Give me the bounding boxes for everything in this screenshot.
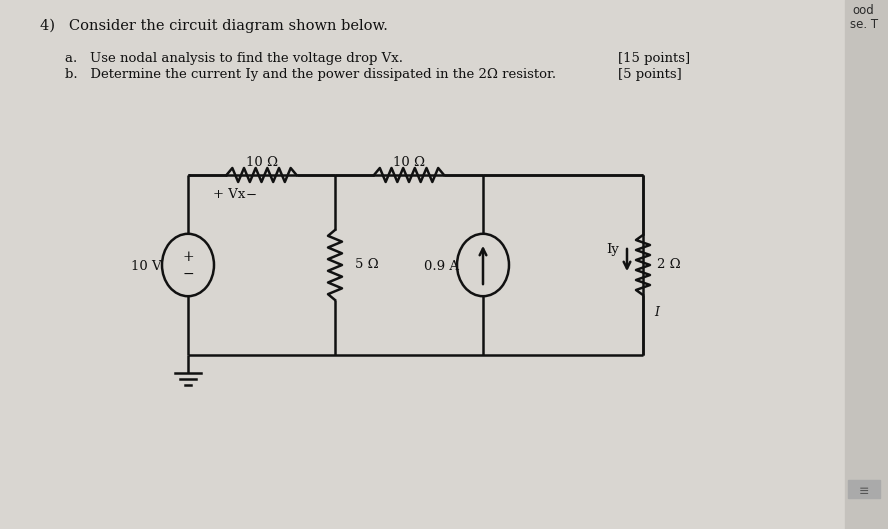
Text: [5 points]: [5 points]	[618, 68, 682, 81]
Text: +: +	[182, 250, 194, 264]
Bar	[848, 480, 880, 498]
Text: −: −	[246, 188, 257, 202]
Text: 10 V: 10 V	[131, 260, 162, 272]
Text: + Vx: + Vx	[213, 188, 246, 202]
Text: ≡: ≡	[859, 485, 869, 497]
Text: 4)   Consider the circuit diagram shown below.: 4) Consider the circuit diagram shown be…	[40, 19, 388, 33]
Text: 5 Ω: 5 Ω	[355, 259, 378, 271]
Text: Iy: Iy	[607, 243, 620, 257]
Text: I: I	[654, 306, 660, 320]
Text: [15 points]: [15 points]	[618, 52, 690, 65]
Text: a.   Use nodal analysis to find the voltage drop Vx.: a. Use nodal analysis to find the voltag…	[65, 52, 403, 65]
Text: −: −	[182, 267, 194, 281]
Text: ood: ood	[852, 4, 874, 17]
Text: 2 Ω: 2 Ω	[657, 259, 680, 271]
Text: se. T: se. T	[850, 18, 878, 31]
Text: 10 Ω: 10 Ω	[245, 156, 277, 169]
Text: 0.9 A: 0.9 A	[424, 260, 458, 272]
Text: b.   Determine the current Iy and the power dissipated in the 2Ω resistor.: b. Determine the current Iy and the powe…	[65, 68, 556, 81]
Text: 10 Ω: 10 Ω	[393, 156, 425, 169]
Bar	[845, 0, 888, 529]
